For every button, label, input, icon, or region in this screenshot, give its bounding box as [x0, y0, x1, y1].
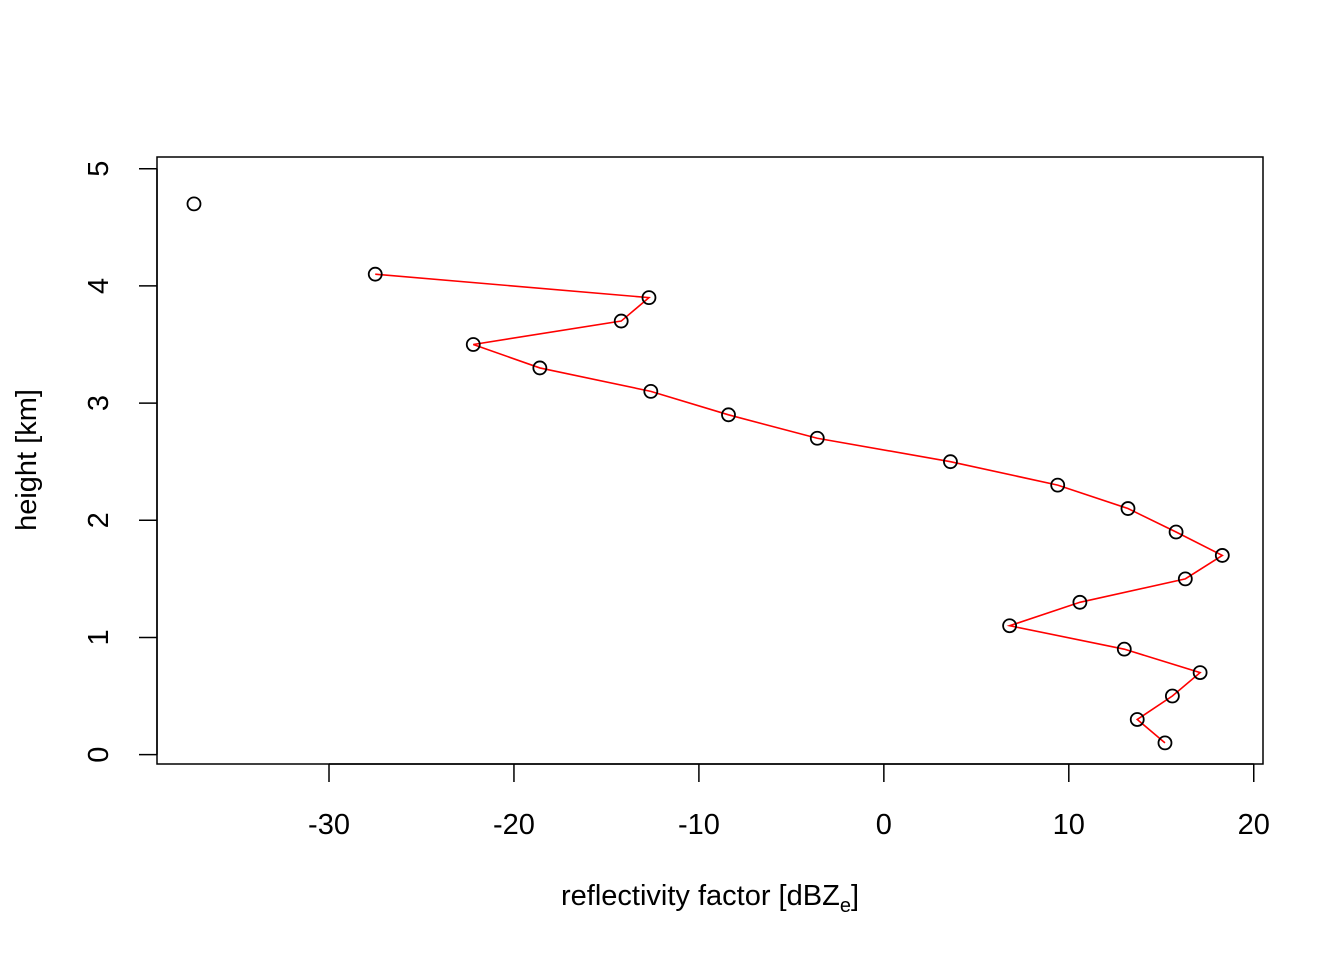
- x-tick-label: -20: [493, 809, 535, 841]
- data-point: [186, 196, 202, 212]
- data-point: [809, 430, 825, 446]
- x-tick-label: 20: [1238, 809, 1270, 841]
- data-point: [1129, 712, 1145, 727]
- data-point: [1120, 501, 1136, 516]
- y-tick-label: 1: [83, 629, 115, 645]
- data-point: [1168, 524, 1184, 540]
- x-tick-label: 10: [1053, 809, 1085, 841]
- x-tick-label: -30: [308, 809, 350, 841]
- series-line-group: [375, 273, 1224, 744]
- data-point: [1002, 618, 1018, 634]
- data-point: [465, 337, 481, 352]
- data-point: [641, 290, 657, 306]
- x-tick-label: 0: [876, 809, 892, 841]
- data-point: [532, 360, 548, 376]
- data-point: [1192, 665, 1208, 680]
- data-point: [1072, 594, 1088, 610]
- y-axis: 0 1 2 3 4 5: [83, 161, 158, 763]
- data-point: [1164, 688, 1180, 704]
- data-point: [1050, 477, 1066, 493]
- x-tick-label: -10: [678, 809, 720, 841]
- x-axis-label-main: reflectivity factor [dBZ: [561, 880, 840, 912]
- x-axis-label-suffix: ]: [851, 880, 859, 912]
- data-point: [613, 313, 629, 329]
- data-point: [1116, 641, 1132, 657]
- data-point: [367, 266, 383, 282]
- data-point: [1214, 548, 1230, 563]
- data-point: [943, 454, 958, 470]
- x-axis: -30 -20 -10 0 10 20: [308, 763, 1270, 841]
- x-axis-label: reflectivity factor [dBZe]: [561, 880, 859, 917]
- data-point: [1177, 571, 1193, 587]
- series-line: [375, 273, 1224, 744]
- series-points-group: [186, 196, 1230, 751]
- x-axis-label-subscript: e: [840, 895, 851, 917]
- y-tick-label: 3: [83, 395, 115, 411]
- y-tick-label: 2: [83, 512, 115, 528]
- plot-frame: [156, 156, 1264, 765]
- data-point: [1157, 735, 1173, 751]
- y-tick-label: 4: [83, 278, 115, 294]
- data-point: [643, 383, 659, 399]
- y-axis-label: height [km]: [11, 389, 43, 531]
- y-tick-label: 0: [83, 747, 115, 763]
- y-tick-label: 5: [83, 161, 115, 177]
- data-point: [721, 407, 736, 423]
